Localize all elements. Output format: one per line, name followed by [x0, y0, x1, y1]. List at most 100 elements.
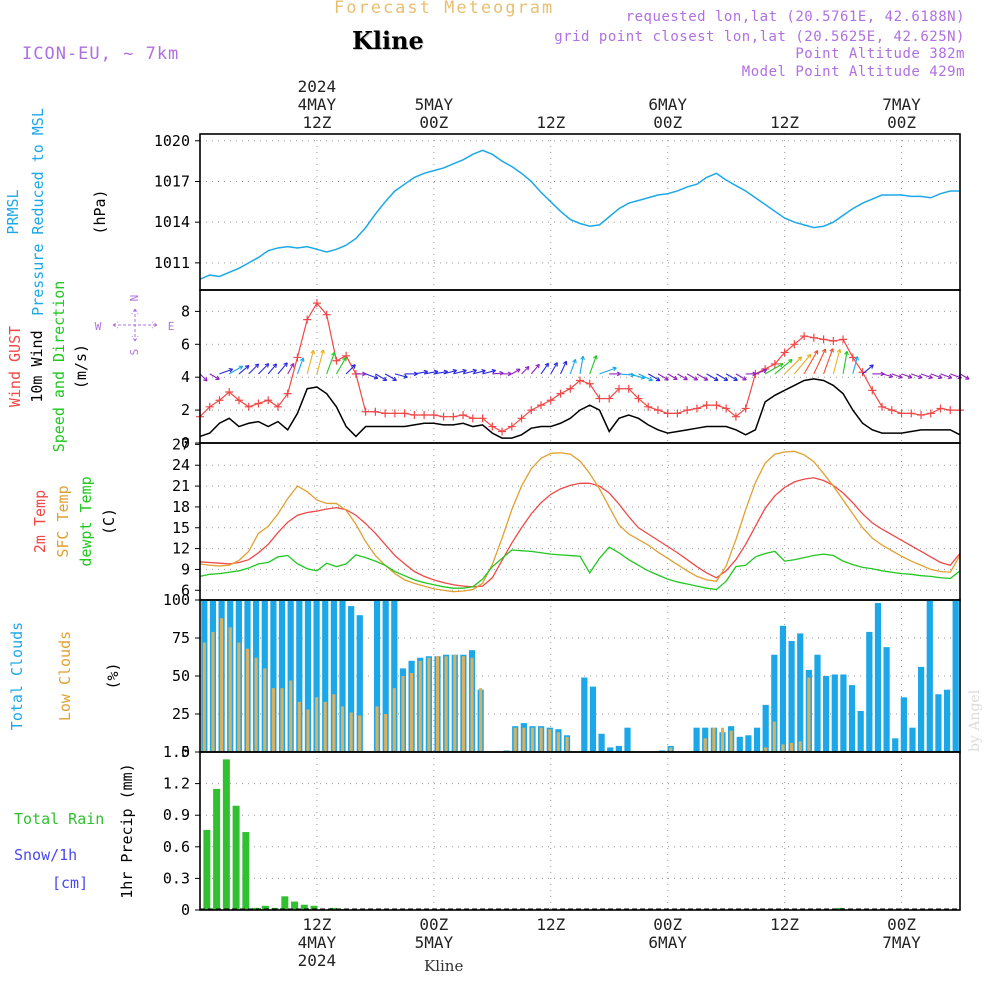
low-cloud-bar: [306, 709, 310, 752]
low-cloud-bar: [720, 727, 725, 752]
wind-arrow: [657, 373, 669, 381]
wind-arrow: [930, 373, 943, 379]
total-cloud-bar: [270, 600, 277, 752]
y-tick-label: 50: [172, 667, 190, 685]
wind-arrow-head: [562, 360, 568, 366]
y-axis-label: Speed and Direction: [50, 281, 68, 453]
wind-arrow-head: [869, 364, 874, 369]
wind-arrow: [901, 373, 913, 379]
wind-arrow-head: [283, 362, 288, 367]
wind-arrow: [267, 363, 277, 375]
wind-arrow-head: [928, 374, 933, 380]
y-axis-label: Total Clouds: [8, 622, 26, 730]
precip-bar: [261, 905, 269, 910]
y-tick-label: 8: [181, 302, 190, 320]
wind-arrow-head: [733, 376, 738, 381]
wind-arrow-head: [310, 349, 315, 355]
wind-arrow: [891, 373, 903, 379]
total-rain-label: Total Rain: [14, 810, 104, 828]
low-cloud-bar: [340, 706, 345, 752]
gust-point: [692, 404, 701, 413]
wind-arrow: [793, 354, 812, 375]
gust-point: [264, 396, 273, 405]
y-tick-label: 6: [181, 581, 190, 599]
wind-arrow-head: [788, 358, 793, 364]
y-axis-label: 10m Wind: [28, 330, 46, 402]
gust-point: [644, 402, 653, 411]
wind-arrow-head: [507, 371, 512, 377]
total-cloud-bar: [330, 600, 337, 752]
time-label-top: 6MAY: [648, 95, 687, 114]
total-cloud-bar: [296, 600, 303, 752]
y-axis-label: (%): [104, 662, 122, 689]
gust-point: [225, 388, 234, 396]
wind-arrow-head: [580, 355, 585, 361]
wind-arrow-head: [683, 375, 688, 381]
gust-point: [293, 353, 302, 362]
y-axis-label: Pressure Reduced to MSL: [29, 108, 47, 316]
gust-point: [527, 406, 536, 415]
total-cloud-bar: [883, 647, 890, 752]
gust-point: [829, 337, 838, 345]
wind-arrow: [424, 370, 438, 375]
panel-temperature: 6 9 12 15 18 21 24 27 2m Temp SFC Temp dewpt Temp (…: [31, 435, 961, 601]
wind-arrow: [569, 359, 577, 375]
gust-point: [322, 310, 331, 319]
wind-arrow: [394, 373, 408, 378]
pressure-line: [199, 149, 960, 280]
y-tick-label: 1020: [154, 132, 190, 150]
gust-point: [283, 389, 292, 398]
wind-arrow: [911, 373, 923, 379]
temp-line: [199, 450, 961, 593]
y-axis-label: (hPa): [91, 189, 109, 234]
wind-arrow-head: [836, 348, 842, 354]
wind-arrow: [560, 360, 567, 375]
wind-arrow: [667, 373, 678, 380]
time-label-bottom: 4MAY: [298, 933, 337, 952]
gust-point: [585, 379, 594, 388]
low-cloud-bar: [729, 730, 733, 752]
total-cloud-bar: [581, 677, 588, 752]
total-cloud-bar: [598, 733, 605, 752]
wind-arrow: [716, 373, 728, 381]
panel-border: [199, 751, 961, 911]
precip-bar: [252, 907, 260, 910]
wind-arrow-head: [693, 376, 699, 381]
wind-arrow-head: [499, 370, 504, 376]
total-cloud-bar: [589, 686, 597, 752]
low-cloud-bar: [479, 688, 483, 752]
wind-arrow-head: [472, 368, 477, 374]
wind-arrow-head: [806, 353, 812, 359]
gust-point: [790, 340, 799, 349]
compass-lines: [112, 308, 158, 342]
total-cloud-bar: [278, 600, 286, 752]
gust-point: [673, 409, 682, 418]
time-label-top: 12Z: [536, 113, 565, 132]
gust-point: [605, 394, 614, 403]
low-cloud-bar: [453, 654, 457, 752]
wind-arrow-head: [723, 376, 729, 381]
wind-arrow: [803, 350, 819, 375]
gust-point: [312, 299, 321, 308]
time-label-bottom: 6MAY: [648, 933, 687, 952]
gust-point: [887, 406, 896, 415]
y-axis-label: (C): [100, 508, 118, 535]
wind-arrow-head: [254, 363, 260, 368]
wind-arrow-head: [907, 374, 913, 379]
time-label-top: 00Z: [653, 113, 682, 132]
wind-arrow-head: [228, 367, 234, 373]
gust-point: [702, 401, 711, 410]
wind-arrow-head: [544, 362, 550, 368]
wind-speed-line: [199, 378, 961, 439]
low-cloud-bar: [401, 676, 405, 752]
time-label-bottom: 00Z: [887, 915, 916, 934]
wind-arrow-head: [938, 374, 943, 380]
gust-point: [244, 402, 253, 411]
gust-point: [731, 412, 740, 421]
y-tick-label: 0.3: [163, 869, 190, 887]
wind-arrow-head: [272, 363, 278, 368]
wind-arrow: [482, 369, 496, 375]
wind-arrow-head: [238, 365, 244, 370]
low-cloud-bar: [522, 727, 526, 752]
